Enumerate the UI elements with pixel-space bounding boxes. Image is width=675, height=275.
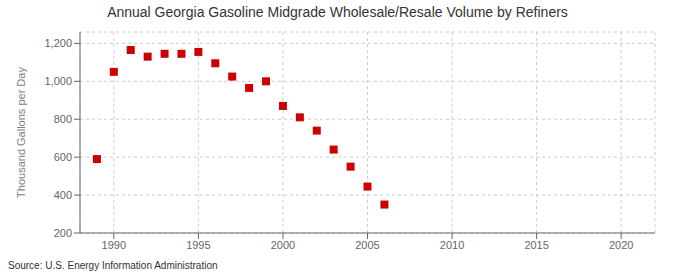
svg-text:Thousand Gallons per Day: Thousand Gallons per Day — [15, 67, 27, 198]
svg-text:2010: 2010 — [440, 239, 464, 251]
svg-text:1995: 1995 — [186, 239, 210, 251]
svg-text:2000: 2000 — [271, 239, 295, 251]
html-text:Annual Georgia Gasoline Midgra: Annual Georgia Gasoline Midgrade Wholesa… — [107, 4, 568, 20]
svg-text:2020: 2020 — [609, 239, 633, 251]
svg-text:400: 400 — [54, 189, 72, 201]
svg-text:1,200: 1,200 — [44, 37, 72, 49]
svg-text:1,000: 1,000 — [44, 75, 72, 87]
svg-text:2005: 2005 — [355, 239, 379, 251]
svg-text:2015: 2015 — [524, 239, 548, 251]
svg-text:600: 600 — [54, 151, 72, 163]
svg-text:200: 200 — [54, 227, 72, 239]
html-text:Source: U.S. Energy Informatio: Source: U.S. Energy Information Administ… — [8, 260, 218, 271]
svg-text:800: 800 — [54, 113, 72, 125]
svg-text:1990: 1990 — [102, 239, 126, 251]
